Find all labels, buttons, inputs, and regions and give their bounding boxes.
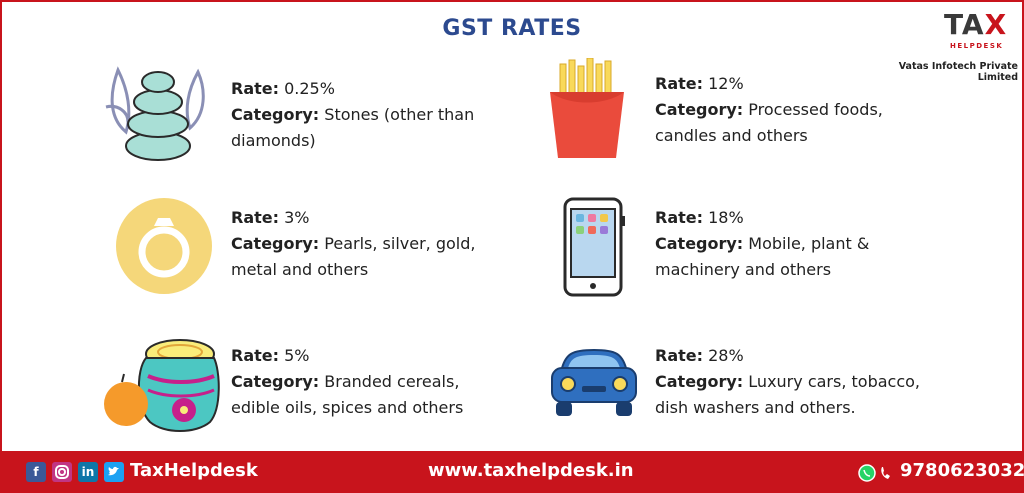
- footer-bar: f in TaxHelpdesk www.taxhelpdesk.in 9780…: [0, 451, 1024, 493]
- mobile-icon: [563, 197, 625, 297]
- gst-item-18: Rate: 18% Category: Mobile, plant & mach…: [655, 208, 870, 279]
- car-icon: [551, 348, 637, 416]
- stones-icon: [105, 66, 205, 161]
- logo-tagline: HELPDESK: [950, 42, 1004, 50]
- logo-mark: TAX: [944, 8, 1008, 41]
- twitter-icon[interactable]: [104, 462, 124, 482]
- gst-item-3: Rate: 3% Category: Pearls, silver, gold,…: [231, 208, 476, 279]
- footer-website-link[interactable]: www.taxhelpdesk.in: [428, 460, 634, 481]
- page-title: GST RATES: [442, 16, 582, 41]
- company-name: Vatas Infotech Private Limited: [898, 61, 1018, 83]
- ring-icon: [116, 198, 212, 294]
- pot-icon: [104, 339, 220, 432]
- gst-item-12: Rate: 12% Category: Processed foods, can…: [655, 74, 883, 145]
- taxhelpdesk-logo: TAX HELPDESK Vatas Infotech Private Limi…: [870, 6, 1020, 83]
- linkedin-icon[interactable]: in: [78, 462, 98, 482]
- gst-item-28: Rate: 28% Category: Luxury cars, tobacco…: [655, 346, 920, 417]
- footer-phone[interactable]: 9780623032: [900, 460, 1024, 481]
- footer-brand: TaxHelpdesk: [130, 460, 258, 481]
- facebook-icon[interactable]: f: [26, 462, 46, 482]
- fries-icon: [550, 58, 624, 158]
- gst-item-5: Rate: 5% Category: Branded cereals, edib…: [231, 346, 464, 417]
- gst-item-0-25: Rate: 0.25% Category: Stones (other than…: [231, 79, 475, 150]
- whatsapp-phone-icon: [858, 464, 890, 482]
- instagram-icon[interactable]: [52, 462, 72, 482]
